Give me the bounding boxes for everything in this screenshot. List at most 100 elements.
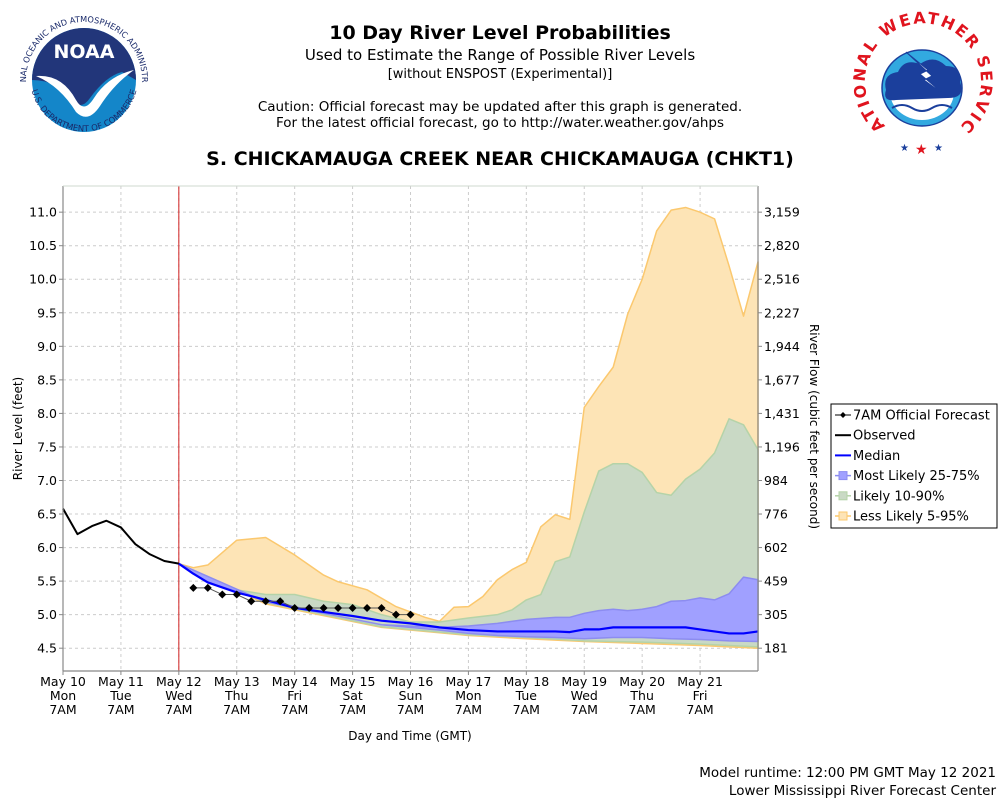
legend-label: Median <box>853 449 900 464</box>
x-tick-day: Tue <box>109 688 132 703</box>
y-tick-label: 7.5 <box>37 439 57 454</box>
y-tick-label: 5.0 <box>37 607 57 622</box>
official-forecast-point <box>305 603 314 612</box>
star-icon: ★ <box>900 143 909 154</box>
x-tick-date: May 10 <box>40 674 86 689</box>
official-forecast-point <box>348 603 357 612</box>
x-tick-time: 7AM <box>455 702 482 717</box>
x-tick-date: May 18 <box>503 674 549 689</box>
legend-label: 7AM Official Forecast <box>853 409 990 424</box>
x-tick-date: May 12 <box>156 674 202 689</box>
chart-subtitle-note: [without ENSPOST (Experimental)] <box>387 67 613 82</box>
legend-swatch-b0595 <box>838 511 848 521</box>
official-forecast-point <box>189 583 198 592</box>
official-forecast-point <box>232 590 241 599</box>
y2-tick-label: 2,516 <box>764 272 800 287</box>
y2-tick-label: 3,159 <box>764 205 800 220</box>
noaa-bird-icon <box>36 70 134 117</box>
x-tick-date: May 19 <box>561 674 607 689</box>
chart-subtitle: Used to Estimate the Range of Possible R… <box>304 46 696 64</box>
x-tick-date: May 20 <box>619 674 665 689</box>
x-tick-date: May 21 <box>677 674 723 689</box>
x-tick-day: Mon <box>50 688 76 703</box>
x-tick-day: Mon <box>455 688 481 703</box>
y2-tick-label: 1,431 <box>764 406 800 421</box>
star-icon: ★ <box>915 142 928 156</box>
x-tick-time: 7AM <box>49 702 76 717</box>
nws-logo: NATIONAL WEATHER SERVICE ★ ★ ★ <box>848 8 994 156</box>
official-forecast-point <box>203 583 212 592</box>
y-tick-label: 8.5 <box>37 372 57 387</box>
x-tick-time: 7AM <box>513 702 540 717</box>
x-tick-day: Sat <box>342 688 363 703</box>
x-tick-time: 7AM <box>107 702 134 717</box>
x-tick-date: May 14 <box>272 674 318 689</box>
x-tick-time: 7AM <box>571 702 598 717</box>
y2-tick-label: 602 <box>764 540 788 555</box>
y-tick-label: 6.5 <box>37 507 57 522</box>
official-forecast-point <box>261 597 270 606</box>
model-runtime: Model runtime: 12:00 PM GMT May 12 2021 <box>699 765 996 781</box>
legend-label: Less Likely 5-95% <box>853 510 969 525</box>
official-forecast-point <box>377 603 386 612</box>
x-tick-day: Sun <box>399 688 423 703</box>
official-forecast-point <box>392 610 401 619</box>
band-25-75 <box>178 562 759 643</box>
x-tick-day: Wed <box>571 688 598 703</box>
x-tick-date: May 17 <box>446 674 492 689</box>
y2-tick-label: 984 <box>764 473 788 488</box>
y2-tick-label: 1,944 <box>764 339 800 354</box>
series-lines <box>62 186 759 671</box>
y-axis-label: River Level (feet) <box>11 377 25 480</box>
median-line <box>178 562 759 635</box>
probability-bands <box>178 206 759 649</box>
legend-swatch-b1090 <box>838 491 848 501</box>
x-tick-time: 7AM <box>223 702 250 717</box>
official-forecast-point <box>218 590 227 599</box>
station-title: S. CHICKAMAUGA CREEK NEAR CHICKAMAUGA (C… <box>206 148 794 170</box>
y-tick-label: 9.0 <box>37 339 57 354</box>
axes: 4.5 181 5.0 305 5.5 459 6.0 602 6.5 776 7.0 984 7.5 1… <box>11 185 821 743</box>
official-forecast-line <box>193 587 411 616</box>
x-tick-day: Fri <box>287 688 302 703</box>
x-tick-time: 7AM <box>339 702 366 717</box>
nws-lightning-icon <box>905 51 947 97</box>
x-tick-day: Thu <box>629 688 653 703</box>
x-tick-day: Fri <box>693 688 708 703</box>
x-tick-day: Tue <box>515 688 538 703</box>
official-forecast-point <box>319 603 328 612</box>
x-axis-label: Day and Time (GMT) <box>348 729 471 743</box>
y-tick-label: 7.0 <box>37 473 57 488</box>
noaa-logo-text: NOAA <box>54 41 115 63</box>
y2-axis-label: River Flow (cubic feet per second) <box>807 324 821 529</box>
caution-link-text: For the latest official forecast, go to … <box>275 115 725 131</box>
caution-text: Caution: Official forecast may be update… <box>257 99 743 115</box>
y2-tick-label: 181 <box>764 641 788 656</box>
official-forecast-point <box>276 597 285 606</box>
y2-tick-label: 1,677 <box>764 372 800 387</box>
y-tick-label: 4.5 <box>37 641 57 656</box>
official-forecast-point <box>290 603 299 612</box>
y-tick-label: 10.0 <box>29 272 57 287</box>
forecast-center: Lower Mississippi River Forecast Center <box>728 783 996 799</box>
chart-title: 10 Day River Level Probabilities <box>329 22 671 44</box>
x-tick-date: May 16 <box>388 674 434 689</box>
y2-tick-label: 2,227 <box>764 305 800 320</box>
y-tick-label: 8.0 <box>37 406 57 421</box>
legend-box <box>830 403 998 529</box>
x-tick-day: Thu <box>224 688 248 703</box>
y2-tick-label: 1,196 <box>764 439 800 454</box>
y2-tick-label: 305 <box>764 607 788 622</box>
official-forecast-point <box>247 597 256 606</box>
y-tick-label: 5.5 <box>37 574 57 589</box>
x-tick-day: Wed <box>165 688 192 703</box>
x-tick-time: 7AM <box>281 702 308 717</box>
legend-swatch-b2575 <box>838 471 848 481</box>
x-tick-time: 7AM <box>629 702 656 717</box>
legend-label: Likely 10-90% <box>853 489 944 504</box>
x-tick-date: May 11 <box>98 674 144 689</box>
diamond-icon <box>840 412 846 418</box>
x-tick-time: 7AM <box>686 702 713 717</box>
x-tick-date: May 13 <box>214 674 260 689</box>
y2-tick-label: 2,820 <box>764 238 800 253</box>
